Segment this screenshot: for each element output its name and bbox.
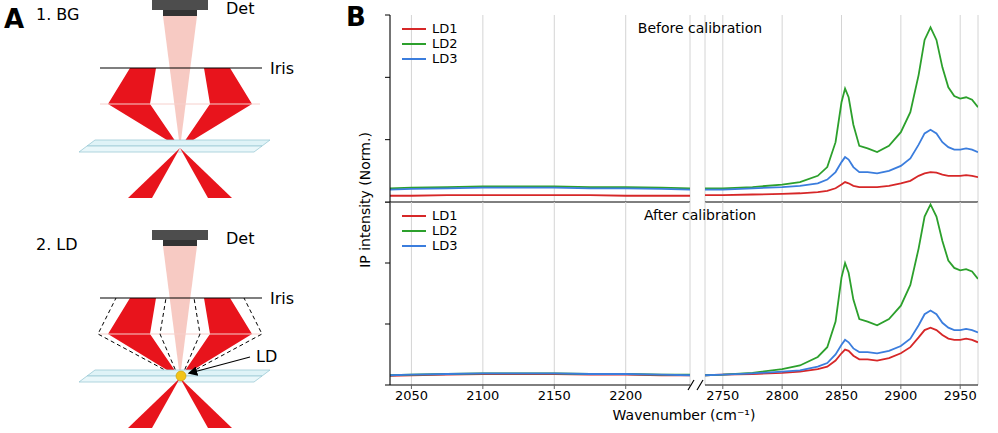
svg-text:A: A: [4, 4, 24, 34]
html-text:After calibration: After calibration: [643, 207, 757, 223]
svg-text:2100: 2100: [466, 388, 499, 403]
svg-text:IP intensity (Norm.): IP intensity (Norm.): [357, 132, 373, 268]
svg-text:2750: 2750: [706, 388, 739, 403]
html-text:LD1: LD1: [432, 208, 458, 223]
svg-text:2200: 2200: [609, 388, 642, 403]
svg-text:2050: 2050: [395, 388, 428, 403]
html-text:Wavenumber (cm⁻¹): Wavenumber (cm⁻¹): [612, 407, 756, 423]
svg-text:2950: 2950: [944, 388, 977, 403]
svg-text:Det: Det: [226, 229, 254, 248]
html-text:B: B: [346, 2, 366, 32]
html-text:Before calibration: Before calibration: [637, 20, 763, 36]
html-text:LD3: LD3: [432, 51, 458, 66]
svg-text:2150: 2150: [538, 388, 571, 403]
svg-text:Det: Det: [226, 0, 254, 18]
svg-text:LD: LD: [256, 347, 277, 366]
svg-text:2850: 2850: [825, 388, 858, 403]
svg-text:2. LD: 2. LD: [36, 235, 78, 254]
html-text:LD2: LD2: [432, 223, 458, 238]
svg-text:1. BG: 1. BG: [36, 5, 79, 24]
svg-text:2900: 2900: [884, 388, 917, 403]
svg-text:Iris: Iris: [270, 59, 294, 78]
html-text:LD1: LD1: [432, 21, 458, 36]
html-text:LD3: LD3: [432, 238, 458, 253]
html-text:LD2: LD2: [432, 36, 458, 51]
svg-text:Iris: Iris: [270, 289, 294, 308]
svg-text:2800: 2800: [766, 388, 799, 403]
